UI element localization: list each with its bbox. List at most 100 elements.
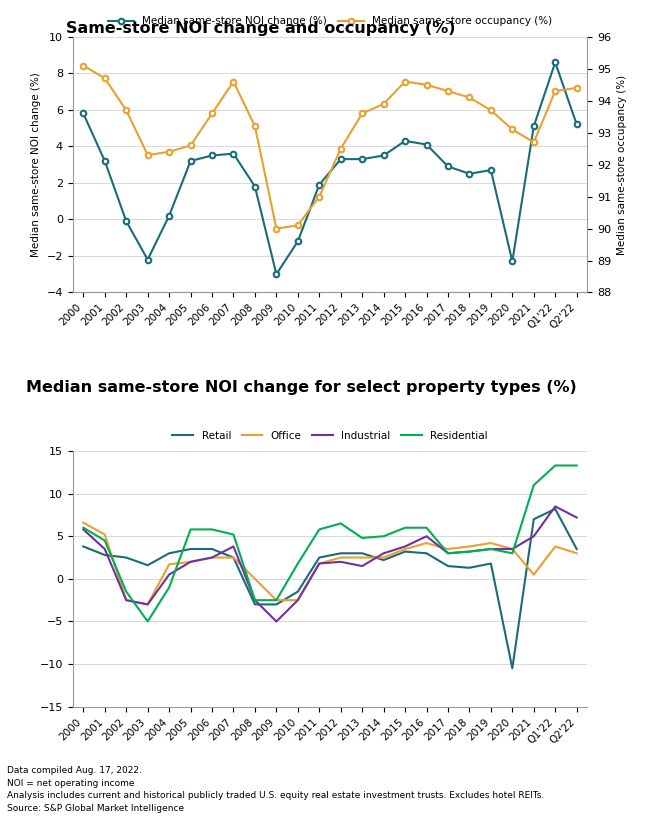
Retail — [465, 563, 473, 573]
Residential — [337, 519, 345, 529]
Y-axis label: Median same-store occupancy (%): Median same-store occupancy (%) — [617, 74, 627, 255]
Retail — [337, 548, 345, 558]
Industrial — [358, 561, 366, 571]
Industrial — [465, 547, 473, 556]
Retail — [487, 559, 495, 569]
Retail — [187, 544, 195, 554]
Industrial — [273, 617, 280, 627]
Office — [144, 600, 152, 609]
Office — [294, 596, 302, 605]
Retail — [508, 663, 516, 673]
Retail — [101, 550, 109, 560]
Text: Data compiled Aug. 17, 2022.
NOI = net operating income
Analysis includes curren: Data compiled Aug. 17, 2022. NOI = net o… — [7, 766, 544, 813]
Industrial — [122, 596, 130, 605]
Residential — [573, 461, 581, 471]
Retail — [165, 548, 173, 558]
Office — [79, 518, 87, 528]
Residential — [465, 547, 473, 556]
Residential — [530, 480, 538, 490]
Industrial — [208, 552, 216, 562]
Industrial — [530, 531, 538, 541]
Retail — [530, 514, 538, 524]
Industrial — [401, 542, 409, 551]
Industrial — [551, 502, 559, 511]
Office — [187, 557, 195, 567]
Industrial — [144, 600, 152, 609]
Industrial — [101, 544, 109, 554]
Office — [337, 552, 345, 562]
Residential — [187, 525, 195, 534]
Retail — [251, 600, 259, 609]
Office — [401, 544, 409, 554]
Office — [551, 542, 559, 551]
Retail — [144, 560, 152, 570]
Legend: Retail, Office, Industrial, Residential: Retail, Office, Industrial, Residential — [172, 431, 488, 440]
Office — [273, 596, 280, 605]
Industrial — [508, 544, 516, 554]
Office — [251, 574, 259, 584]
Residential — [79, 523, 87, 533]
Retail — [273, 600, 280, 609]
Residential — [144, 617, 152, 627]
Retail — [401, 547, 409, 556]
Retail — [379, 556, 387, 565]
Industrial — [251, 596, 259, 605]
Industrial — [337, 557, 345, 567]
Line: Residential: Residential — [83, 466, 577, 622]
Industrial — [294, 596, 302, 605]
Office — [379, 552, 387, 562]
Retail — [422, 548, 430, 558]
Line: Retail: Retail — [83, 509, 577, 668]
Office — [315, 559, 323, 569]
Residential — [122, 587, 130, 596]
Residential — [379, 531, 387, 541]
Retail — [208, 544, 216, 554]
Residential — [487, 544, 495, 554]
Office — [230, 552, 238, 562]
Retail — [358, 548, 366, 558]
Industrial — [315, 559, 323, 569]
Legend: Median same-store NOI change (%), Median same-store occupancy (%): Median same-store NOI change (%), Median… — [108, 16, 552, 26]
Office — [573, 548, 581, 558]
Residential — [444, 548, 452, 558]
Line: Office: Office — [83, 523, 577, 605]
Retail — [315, 552, 323, 562]
Office — [508, 544, 516, 554]
Industrial — [230, 542, 238, 551]
Office — [530, 569, 538, 579]
Residential — [208, 525, 216, 534]
Industrial — [379, 548, 387, 558]
Residential — [551, 461, 559, 471]
Residential — [251, 596, 259, 605]
Industrial — [573, 512, 581, 522]
Retail — [551, 504, 559, 514]
Retail — [444, 561, 452, 571]
Office — [208, 552, 216, 562]
Text: Same-store NOI change and occupancy (%): Same-store NOI change and occupancy (%) — [66, 21, 455, 36]
Residential — [230, 529, 238, 539]
Line: Industrial: Industrial — [83, 507, 577, 622]
Residential — [422, 523, 430, 533]
Retail — [294, 587, 302, 596]
Office — [122, 596, 130, 605]
Retail — [79, 542, 87, 551]
Office — [465, 542, 473, 551]
Residential — [273, 596, 280, 605]
Office — [444, 544, 452, 554]
Office — [101, 529, 109, 539]
Industrial — [79, 525, 87, 534]
Residential — [165, 583, 173, 592]
Industrial — [165, 569, 173, 579]
Office — [487, 538, 495, 548]
Office — [422, 538, 430, 548]
Residential — [401, 523, 409, 533]
Office — [358, 552, 366, 562]
Industrial — [487, 544, 495, 554]
Residential — [101, 536, 109, 546]
Retail — [122, 552, 130, 562]
Residential — [508, 548, 516, 558]
Text: Median same-store NOI change for select property types (%): Median same-store NOI change for select … — [26, 380, 577, 395]
Residential — [358, 533, 366, 542]
Y-axis label: Median same-store NOI change (%): Median same-store NOI change (%) — [31, 72, 41, 257]
Residential — [315, 525, 323, 534]
